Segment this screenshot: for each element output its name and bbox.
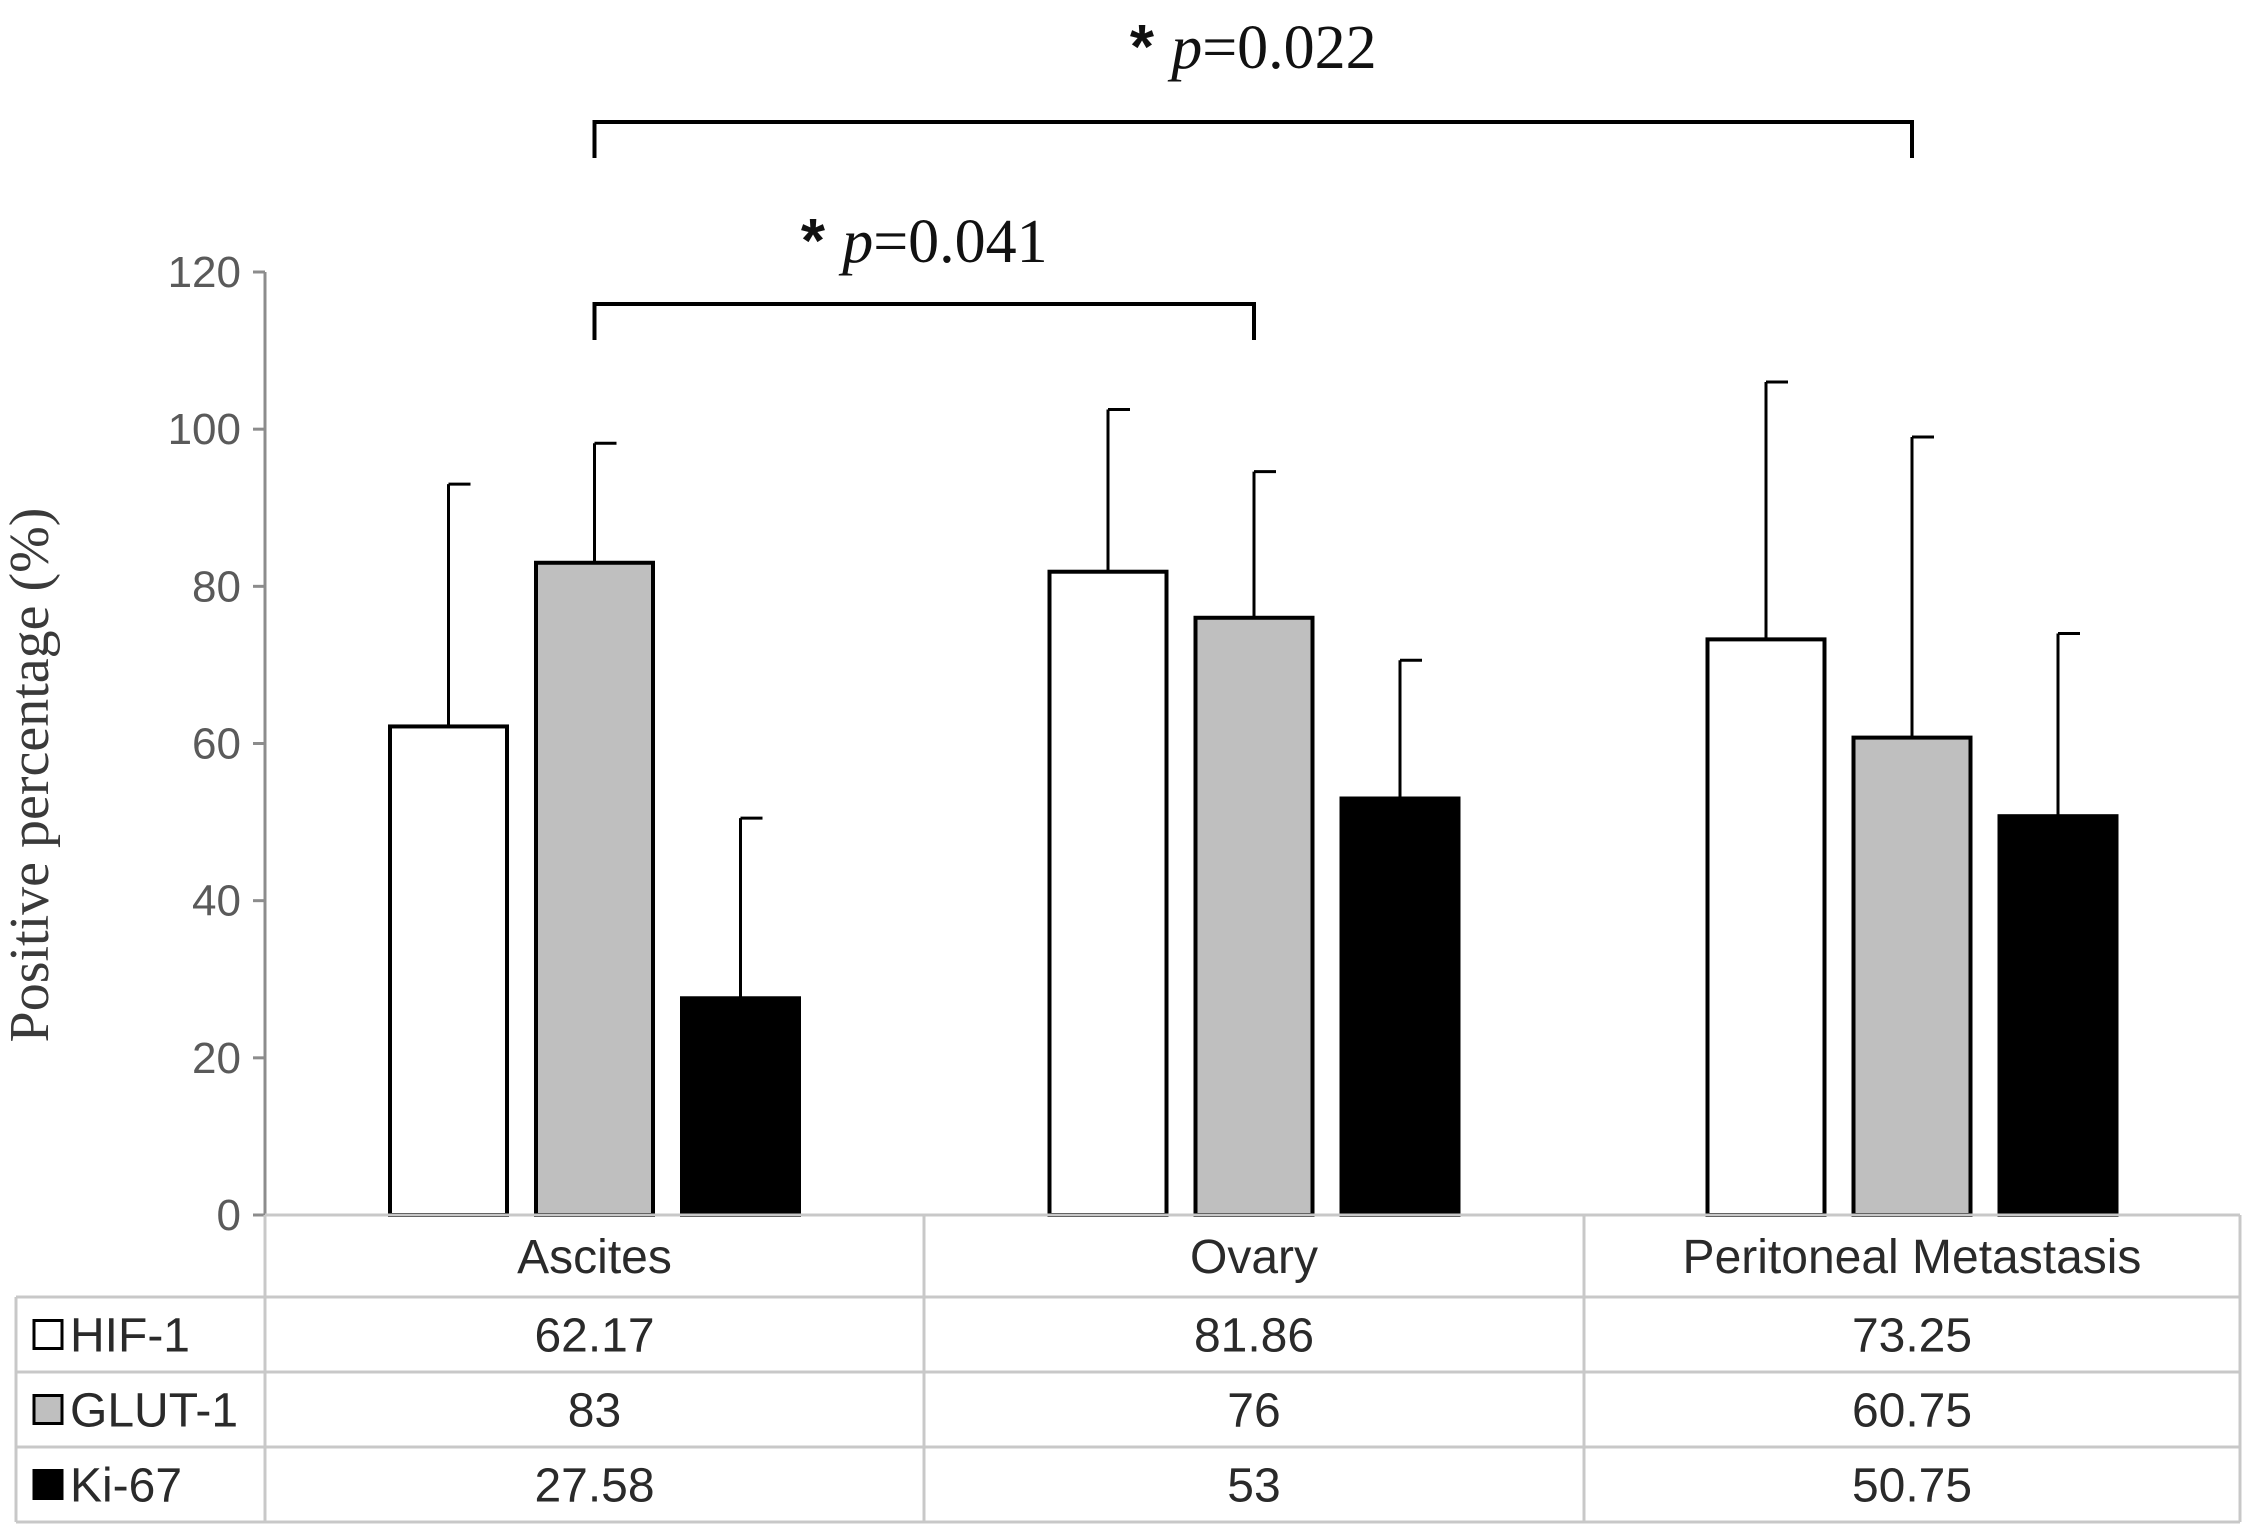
table-value: 50.75 — [1852, 1460, 1972, 1513]
significance-label: * p=0.022 — [1130, 13, 1377, 82]
table-value: 81.86 — [1194, 1310, 1314, 1363]
legend-label: GLUT-1 — [70, 1385, 238, 1438]
table-value: 73.25 — [1852, 1310, 1972, 1363]
y-axis: 0 20 40 60 80 100 120 — [168, 248, 267, 1240]
bar-ki-67-ascites — [680, 996, 801, 1217]
significance-p-value: =0.041 — [873, 208, 1047, 276]
bar-hif-1-ascites — [388, 724, 509, 1217]
bars-layer — [388, 380, 2119, 1218]
y-tick-label: 60 — [192, 720, 241, 769]
bar-ki-67-peritoneal-metastasis — [1997, 814, 2119, 1217]
significance-annotations: * p=0.022* p=0.041 — [592, 13, 1914, 340]
category-label: Ovary — [1190, 1231, 1318, 1284]
bar-hif-1-peritoneal-metastasis — [1705, 637, 1827, 1217]
significance-star: * — [801, 207, 842, 276]
table-value: 62.17 — [534, 1310, 654, 1363]
bar-glut-1-peritoneal-metastasis — [1851, 735, 1973, 1217]
bar-ki-67-ovary — [1339, 796, 1461, 1218]
category-label: Peritoneal Metastasis — [1683, 1231, 2142, 1284]
table-value: 53 — [1227, 1460, 1280, 1513]
significance-label: * p=0.041 — [801, 207, 1048, 276]
table-value: 60.75 — [1852, 1385, 1972, 1438]
table-value: 76 — [1227, 1385, 1280, 1438]
table-value: 83 — [568, 1385, 621, 1438]
significance-bracket — [592, 302, 1256, 340]
y-tick-label: 100 — [168, 405, 241, 454]
y-tick-label: 120 — [168, 248, 241, 297]
legend-label: Ki-67 — [70, 1460, 182, 1513]
legend-swatch-ki-67 — [32, 1469, 64, 1500]
significance-bracket — [592, 120, 1914, 158]
bar-glut-1-ascites — [534, 560, 655, 1217]
data-table: Ascites Ovary Peritoneal Metastasis HIF-1 62… — [14, 1213, 2242, 1524]
significance-p-label: p — [1167, 14, 1202, 82]
category-label: Ascites — [517, 1231, 672, 1284]
significance-star: * — [1130, 13, 1171, 82]
significance-p-value: =0.022 — [1202, 14, 1376, 82]
legend-swatch-glut-1 — [32, 1394, 64, 1425]
y-tick-label: 0 — [217, 1191, 241, 1240]
y-axis-title: Positive percentage (%) — [0, 508, 61, 1043]
y-tick-label: 80 — [192, 562, 241, 611]
significance-p-label: p — [838, 208, 873, 276]
bar-glut-1-ovary — [1193, 615, 1315, 1217]
y-tick-label: 20 — [192, 1034, 241, 1083]
y-tick-label: 40 — [192, 877, 241, 926]
table-value: 27.58 — [534, 1460, 654, 1513]
legend-swatch-hif-1 — [32, 1319, 64, 1350]
legend-label: HIF-1 — [70, 1310, 190, 1363]
bar-hif-1-ovary — [1047, 569, 1169, 1217]
